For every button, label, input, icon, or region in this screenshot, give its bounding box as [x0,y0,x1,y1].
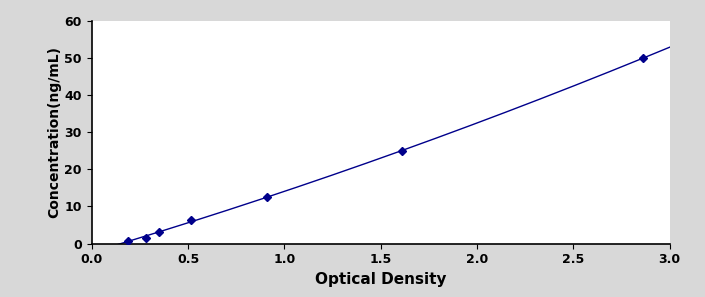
X-axis label: Optical Density: Optical Density [315,272,446,287]
Y-axis label: Concentration(ng/mL): Concentration(ng/mL) [48,46,61,218]
